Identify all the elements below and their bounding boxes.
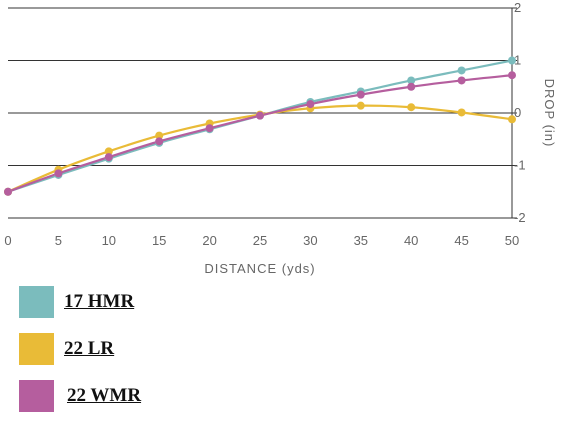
data-point-17-hmr[interactable] bbox=[457, 66, 466, 75]
x-tick-labels: 0 5 10 15 20 25 30 35 40 45 50 bbox=[4, 233, 519, 248]
x-tick-label: 25 bbox=[253, 233, 267, 248]
drop-chart: 0 5 10 15 20 25 30 35 40 45 50 210-1-2 DISTANCE (y… bbox=[4, 0, 557, 276]
data-point-22-wmr[interactable] bbox=[4, 187, 12, 196]
y-tick-label: -2 bbox=[514, 210, 526, 225]
legend-swatch-17-hmr bbox=[19, 286, 54, 318]
x-tick-label: 40 bbox=[404, 233, 418, 248]
x-tick-label: 20 bbox=[202, 233, 216, 248]
legend-label-17-hmr: 17 HMR bbox=[64, 291, 135, 312]
y-tick-label: 2 bbox=[514, 0, 521, 15]
data-point-22-wmr[interactable] bbox=[155, 137, 164, 146]
legend-swatch-22-lr bbox=[19, 333, 54, 365]
data-point-22-lr[interactable] bbox=[508, 115, 516, 124]
data-point-22-lr[interactable] bbox=[407, 103, 416, 112]
y-axis-title: DROP (in) bbox=[542, 79, 557, 148]
y-tick-label: 1 bbox=[514, 53, 521, 68]
legend-swatch-22-wmr bbox=[19, 380, 54, 412]
data-point-22-wmr[interactable] bbox=[407, 82, 416, 91]
data-point-22-wmr[interactable] bbox=[306, 100, 315, 109]
data-point-22-wmr[interactable] bbox=[104, 153, 113, 162]
x-tick-label: 5 bbox=[55, 233, 62, 248]
series-line-22-wmr bbox=[7, 74, 513, 193]
data-point-22-wmr[interactable] bbox=[356, 90, 365, 99]
legend-item-22-lr[interactable]: 22 LR bbox=[19, 333, 114, 365]
data-point-22-wmr[interactable] bbox=[54, 169, 63, 178]
data-point-22-wmr[interactable] bbox=[508, 71, 516, 80]
data-point-17-hmr[interactable] bbox=[508, 56, 516, 65]
x-tick-label: 35 bbox=[354, 233, 368, 248]
series-points bbox=[4, 56, 516, 196]
x-tick-label: 0 bbox=[4, 233, 11, 248]
data-point-17-hmr[interactable] bbox=[407, 76, 416, 85]
legend-item-22-wmr[interactable]: 22 WMR bbox=[19, 380, 141, 412]
legend-item-17-hmr[interactable]: 17 HMR bbox=[19, 286, 134, 318]
y-tick-label: 0 bbox=[514, 105, 521, 120]
data-point-22-wmr[interactable] bbox=[205, 124, 214, 133]
data-point-22-lr[interactable] bbox=[104, 147, 113, 156]
legend-label-22-wmr: 22 WMR bbox=[67, 385, 142, 406]
x-tick-label: 10 bbox=[102, 233, 116, 248]
y-tick-labels: 2 1 0 -1 -2 bbox=[514, 0, 526, 225]
legend-label-22-lr: 22 LR bbox=[64, 338, 115, 359]
y-tick-label: -1 bbox=[514, 158, 526, 173]
x-tick-label: 50 bbox=[505, 233, 519, 248]
series-line-17-hmr bbox=[7, 59, 513, 193]
series-lines bbox=[7, 59, 513, 193]
x-tick-label: 45 bbox=[454, 233, 468, 248]
data-point-22-wmr[interactable] bbox=[457, 76, 466, 85]
x-tick-label: 30 bbox=[303, 233, 317, 248]
data-point-22-wmr[interactable] bbox=[256, 111, 264, 120]
data-point-22-lr[interactable] bbox=[457, 108, 466, 117]
x-axis-title: DISTANCE (yds) bbox=[204, 261, 315, 276]
x-tick-label: 15 bbox=[152, 233, 166, 248]
data-point-22-lr[interactable] bbox=[155, 131, 164, 140]
data-point-22-lr[interactable] bbox=[356, 101, 365, 110]
